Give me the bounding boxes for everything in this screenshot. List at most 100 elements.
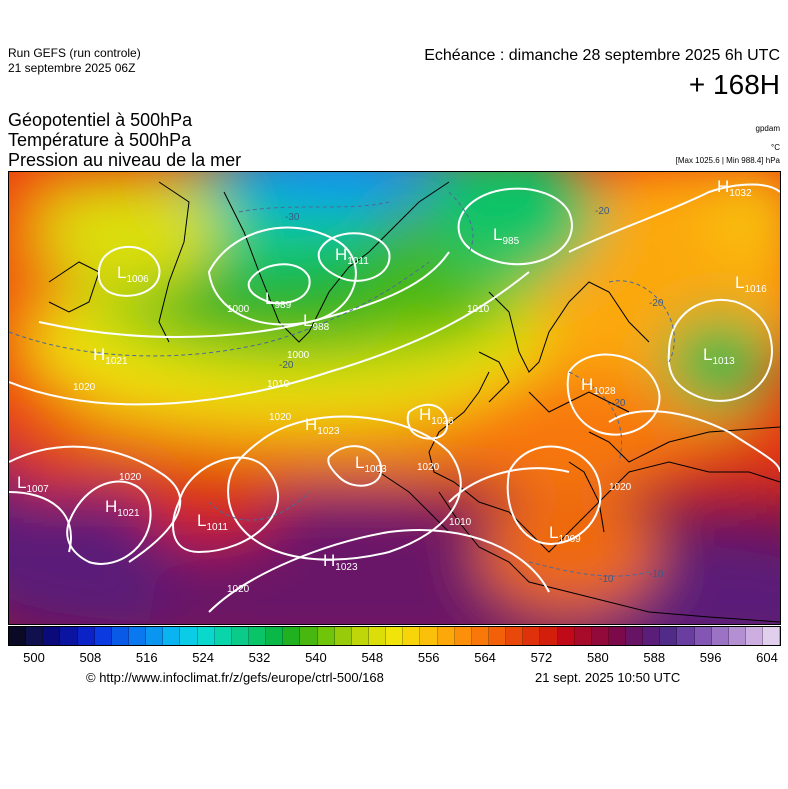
pressure-center-value: 1021 [117,508,140,519]
unit-geopotential: gpdam [755,124,780,133]
color-scale-swatch [608,627,627,645]
high-pressure-symbol: H [323,551,335,570]
high-pressure-symbol: H [105,497,117,516]
valid-time: Echéance : dimanche 28 septembre 2025 6h… [424,47,780,64]
isotherm-label: -20 [649,298,664,309]
pressure-center-value: 988 [312,322,329,333]
color-scale-swatch [403,627,421,645]
color-scale-swatch [197,627,215,645]
isotherm-label: -20 [611,398,626,409]
svg-text:H1028: H1028 [581,375,616,397]
isobar-label: 1000 [227,304,250,315]
color-scale-bar [8,626,781,646]
pressure-center-value: 1028 [593,386,616,397]
color-scale-tick-label: 564 [474,650,496,665]
color-scale-tick-label: 588 [643,650,666,665]
high-pressure-symbol: H [717,177,729,196]
color-scale-tick-label: 580 [586,650,609,665]
pressure-center-value: 1026 [431,416,454,427]
color-scale-swatch [488,627,507,645]
color-scale-swatch [351,627,369,645]
weather-map[interactable]: 1000 1010 1020 1010 1020 1020 1020 1020 … [8,171,781,625]
svg-text:L1016: L1016 [735,273,767,295]
low-pressure-symbol: L [197,511,206,530]
color-scale-swatch [77,627,95,645]
isobar-label: 1010 [267,379,290,390]
color-scale-tick-label: 500 [23,650,45,665]
copyright-link[interactable]: © http://www.infoclimat.fr/z/gefs/europe… [86,670,384,685]
svg-text:L1007: L1007 [17,473,49,495]
color-scale-tick-label: 548 [361,650,384,665]
color-scale-swatch [60,627,78,645]
field-temperature: Température à 500hPa [8,130,192,150]
color-scale-tick-label: 516 [135,650,158,665]
isobar-label: 1020 [417,462,440,473]
color-scale-swatch [163,627,181,645]
pressure-centers: H1032 L985 L1016 L1006 H1011 L989 L988 H… [17,177,767,573]
low-pressure-symbol: L [549,523,558,542]
pressure-center-value: 1023 [317,426,340,437]
low-pressure-symbol: L [17,473,26,492]
high-pressure-symbol: H [419,405,431,424]
isotherm-label: -10 [599,574,614,585]
pressure-center-value: 1011 [347,256,369,267]
svg-text:L1003: L1003 [355,453,387,475]
pressure-center-value: 1011 [206,522,228,533]
high-pressure-symbol: H [305,415,317,434]
pressure-center-value: 1032 [729,188,752,199]
svg-text:L1013: L1013 [703,345,735,367]
isobar-label: 1020 [609,482,632,493]
color-scale-swatch [694,627,712,645]
color-scale-swatch [711,627,729,645]
svg-text:L1006: L1006 [117,263,149,285]
high-pressure-symbol: H [581,375,593,394]
color-scale-swatch [643,627,661,645]
run-title: Run GEFS (run controle) [8,46,141,60]
svg-text:H1021: H1021 [93,345,128,367]
color-scale-swatch [591,627,609,645]
field-geopotential: Géopotentiel à 500hPa [8,110,193,130]
pressure-center-value: 1006 [126,274,149,285]
svg-text:L985: L985 [493,225,520,247]
low-pressure-symbol: L [703,345,712,364]
color-scale-tick-label: 540 [305,650,327,665]
svg-text:H1023: H1023 [305,415,340,437]
color-scale-swatch [283,627,301,645]
color-scale-tick-label: 524 [192,650,214,665]
color-scale-tick-label: 532 [248,650,271,665]
color-scale-swatch [763,627,781,645]
color-scale-tick-label: 596 [699,650,722,665]
isobar-label-group: 1000 1010 1020 1010 1020 1020 1020 1020 … [73,304,632,595]
color-scale-swatch [368,627,387,645]
low-pressure-symbol: L [355,453,364,472]
svg-text:H1032: H1032 [717,177,752,199]
svg-text:H1021: H1021 [105,497,140,519]
color-scale-tick-label: 556 [417,650,440,665]
svg-text:L1011: L1011 [197,511,228,533]
isobar-label: 1020 [269,412,292,423]
color-scale-swatch [300,627,318,645]
color-scale-swatch [317,627,335,645]
svg-text:L988: L988 [303,311,330,333]
color-scale-swatch [9,627,27,645]
isobar-label: 1020 [119,472,142,483]
pressure-center-value: 1016 [744,284,767,295]
pressure-center-value: 989 [274,300,291,311]
isobar-label: 1010 [449,517,472,528]
color-scale-swatch [180,627,198,645]
color-scale-swatch [146,627,164,645]
color-scale-swatch [214,627,232,645]
field-pressure: Pression au niveau de la mer [8,150,242,170]
isotherm-label: -20 [595,206,610,217]
unit-temperature: °C [771,143,780,152]
color-scale-swatch [334,627,352,645]
color-scale-swatch [128,627,147,645]
low-pressure-symbol: L [735,273,744,292]
pressure-center-value: 1023 [335,562,358,573]
color-scale-swatch [523,627,541,645]
color-scale-swatch [471,627,489,645]
color-scale-swatch [746,627,764,645]
svg-text:H1026: H1026 [419,405,454,427]
isobar-label: 1020 [227,584,250,595]
isobar-label: 1000 [287,350,310,361]
